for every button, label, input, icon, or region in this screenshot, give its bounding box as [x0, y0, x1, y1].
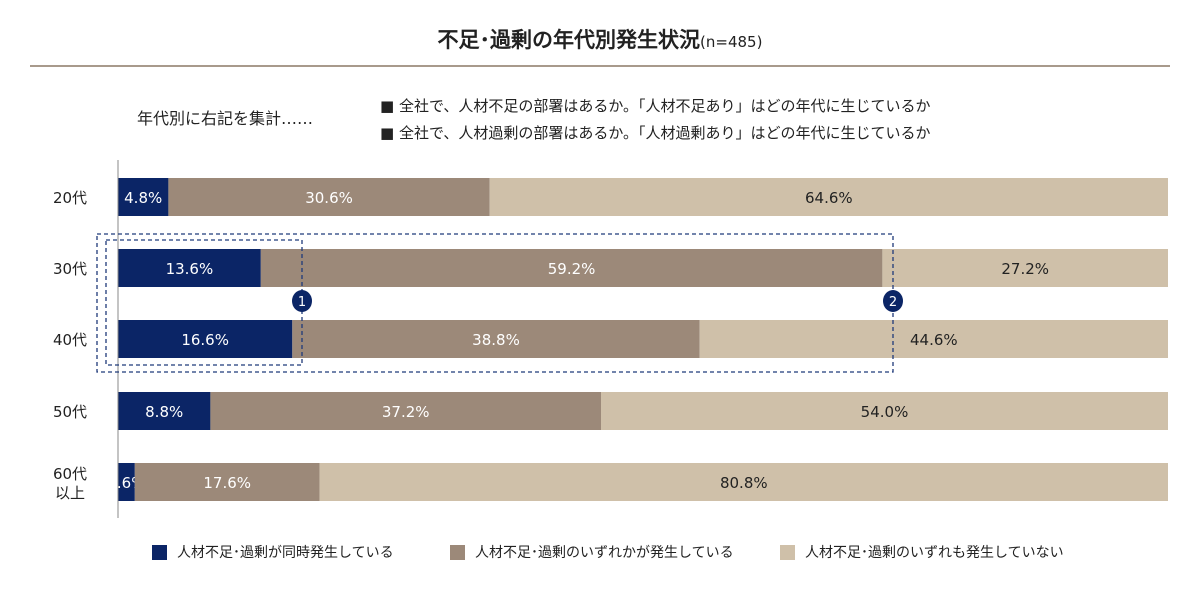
- data-label: 44.6%: [910, 331, 958, 349]
- data-label: 16.6%: [181, 331, 229, 349]
- bar-segment: [292, 320, 700, 358]
- data-label: 59.2%: [548, 260, 596, 278]
- annotation-label: 2: [889, 295, 897, 310]
- bar-segment: [699, 320, 1168, 358]
- chart-title: 不足･過剰の年代別発生状況(n=485): [0, 24, 1200, 54]
- bar-segment: [210, 392, 601, 430]
- legend-label: 人材不足･過剰が同時発生している: [177, 545, 394, 561]
- category-label: 30代: [53, 260, 87, 278]
- data-label: 13.6%: [166, 260, 214, 278]
- data-label: 30.6%: [305, 189, 353, 207]
- bar-segment: [260, 249, 883, 287]
- legend-item-both: 人材不足･過剰が同時発生している: [152, 542, 394, 562]
- data-label: 80.8%: [720, 474, 768, 492]
- category-label: 40代: [53, 331, 87, 349]
- legend-item-neither: 人材不足･過剰のいずれも発生していない: [780, 542, 1064, 562]
- data-label: 64.6%: [805, 189, 853, 207]
- bar-segment: [168, 178, 490, 216]
- data-label: 4.8%: [124, 189, 162, 207]
- title-text: 不足･過剰の年代別発生状況: [437, 28, 701, 52]
- category-label: 60代以上: [53, 465, 87, 502]
- data-label: 38.8%: [472, 331, 520, 349]
- annotation-label: 1: [298, 295, 306, 310]
- bar-segment: [118, 249, 261, 287]
- note-shortage: ■ 全社で、人材不足の部署はあるか。「人材不足あり」はどの年代に生じているか: [380, 97, 931, 115]
- bar-segment: [118, 392, 211, 430]
- annotation-marker-2: [883, 290, 903, 312]
- legend-item-either: 人材不足･過剰のいずれかが発生している: [450, 542, 734, 562]
- title-rule: [30, 65, 1170, 67]
- bar-segment: [882, 249, 1168, 287]
- bar-segment: [118, 463, 135, 501]
- note-surplus: ■ 全社で、人材過剰の部署はあるか。「人材過剰あり」はどの年代に生じているか: [380, 124, 931, 142]
- data-label: 54.0%: [861, 403, 909, 421]
- legend-swatch: [780, 544, 795, 560]
- sample-size: (n=485): [700, 33, 763, 51]
- data-label: 8.8%: [145, 403, 183, 421]
- bar-segment: [118, 320, 293, 358]
- data-label: 27.2%: [1001, 260, 1049, 278]
- data-label: 17.6%: [203, 474, 251, 492]
- category-label: 50代: [53, 403, 87, 421]
- legend-swatch: [450, 544, 465, 560]
- legend-label: 人材不足･過剰のいずれかが発生している: [475, 545, 734, 561]
- data-label: 37.2%: [382, 403, 430, 421]
- bar-segment: [319, 463, 1169, 501]
- legend-label: 人材不足･過剰のいずれも発生していない: [805, 545, 1064, 561]
- note-left: 年代別に右記を集計……: [137, 109, 314, 128]
- bar-segment: [489, 178, 1168, 216]
- bar-segment: [601, 392, 1168, 430]
- category-label: 20代: [53, 189, 87, 207]
- annotation-marker-1: [292, 290, 312, 312]
- bar-segment: [134, 463, 320, 501]
- legend-swatch: [152, 544, 167, 560]
- highlight-box-1: [105, 239, 303, 366]
- bar-segment: [118, 178, 169, 216]
